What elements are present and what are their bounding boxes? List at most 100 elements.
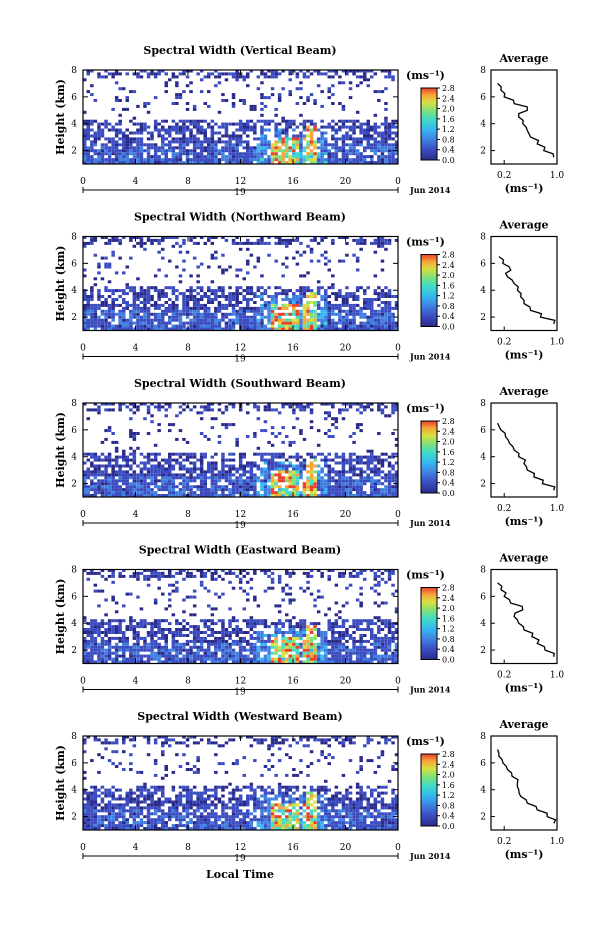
heatmap-cell (295, 452, 300, 456)
heatmap-cell (114, 494, 119, 497)
heatmap-cell (132, 405, 137, 409)
heatmap-cell (207, 301, 211, 304)
heatmap-cell (366, 458, 370, 462)
heatmap-cell (246, 128, 250, 132)
heatmap-cell (299, 467, 303, 471)
heatmap-cell (107, 238, 112, 242)
heatmap-cell (277, 236, 282, 239)
heatmap-cell (161, 473, 165, 477)
heatmap-cell (299, 636, 303, 640)
heatmap-cell (295, 155, 300, 159)
heatmap-cell (384, 125, 388, 129)
heatmap-cell (316, 280, 321, 284)
heatmap-cell (309, 324, 314, 328)
heatmap-cell (292, 634, 296, 637)
heatmap-cell (384, 648, 388, 652)
heatmap-cell (139, 476, 144, 480)
heatmap-cell (302, 651, 307, 655)
heatmap-cell (327, 482, 331, 486)
heatmap-cell (352, 295, 356, 298)
heatmap-cell (355, 473, 360, 477)
heatmap-cell (171, 318, 176, 322)
heatmap-cell (224, 134, 229, 138)
heatmap-cell (270, 306, 275, 310)
heatmap-cell (157, 479, 161, 483)
heatmap-cell (86, 301, 90, 304)
heatmap-cell (391, 75, 395, 79)
heatmap-cell (384, 158, 388, 162)
heatmap-cell (249, 488, 254, 492)
heatmap-cell (249, 318, 254, 322)
heatmap-cell (164, 479, 168, 483)
heatmap-cell (207, 265, 211, 269)
heatmap-cell (370, 75, 374, 79)
heatmap-cell (161, 476, 165, 480)
heatmap-cell (136, 161, 140, 164)
heatmap-cell (391, 402, 395, 406)
heatmap-cell (320, 631, 324, 634)
heatmap-cell (352, 119, 356, 123)
heatmap-cell (295, 645, 300, 649)
heatmap-cell (316, 622, 321, 626)
heatmap-cells (83, 569, 399, 664)
heatmap-cell (114, 482, 119, 486)
heatmap-cell (288, 402, 292, 406)
heatmap-cell (373, 467, 378, 471)
heatmap-cell (136, 298, 140, 301)
heatmap-cell (295, 327, 300, 331)
heatmap-cell (334, 146, 339, 150)
heatmap-cell (175, 306, 179, 310)
heatmap-cell (355, 657, 360, 661)
heatmap-cell (366, 494, 370, 497)
heatmap-cell (122, 155, 126, 159)
heatmap-cell (143, 306, 147, 310)
heatmap-cell (348, 402, 353, 406)
heatmap-cell (93, 476, 98, 480)
heatmap-cell (214, 75, 218, 79)
heatmap-cell (380, 491, 385, 495)
heatmap-cell (253, 473, 257, 477)
heatmap-cell (334, 417, 339, 421)
heatmap-cell (83, 491, 87, 495)
heatmap-cell (168, 327, 172, 331)
heatmap-cell (324, 455, 328, 459)
heatmap-cell (192, 657, 197, 661)
heatmap-cell (157, 327, 161, 331)
heatmap-cell (370, 303, 374, 307)
heatmap-cell (185, 152, 190, 156)
heatmap-cell (394, 476, 399, 480)
heatmap-cell (217, 657, 222, 661)
heatmap-cell (359, 619, 363, 623)
heatmap-cell (285, 238, 289, 242)
heatmap-cell (203, 660, 207, 664)
heatmap-cell (231, 152, 236, 156)
heatmap-cell (373, 327, 378, 331)
heatmap-cell (249, 634, 254, 637)
heatmap-cell (90, 482, 94, 486)
heatmap-cell (363, 648, 367, 652)
heatmap-cell (309, 247, 314, 251)
heatmap-cell (348, 467, 353, 471)
heatmap-cell (260, 619, 264, 623)
heatmap-cell (231, 143, 236, 147)
heatmap-cell (366, 651, 370, 655)
heatmap-cell (274, 485, 278, 489)
heatmap-cell (104, 149, 108, 153)
heatmap-cell (370, 657, 374, 661)
heatmap-cell (182, 303, 186, 307)
heatmap-cell (299, 642, 303, 646)
heatmap-cell (373, 113, 378, 117)
heatmap-cell (132, 482, 137, 486)
heatmap-cell (93, 491, 98, 495)
heatmap-cell (164, 654, 168, 658)
heatmap-cell (320, 131, 324, 135)
heatmap-cell (107, 137, 112, 141)
heatmap-cell (292, 625, 296, 629)
heatmap-cell (203, 149, 207, 153)
heatmap-cell (178, 158, 183, 162)
heatmap-cell (334, 131, 339, 135)
heatmap-cell (235, 443, 239, 447)
heatmap-cell (224, 324, 229, 328)
heatmap-cell (359, 473, 363, 477)
heatmap-cell (299, 625, 303, 629)
